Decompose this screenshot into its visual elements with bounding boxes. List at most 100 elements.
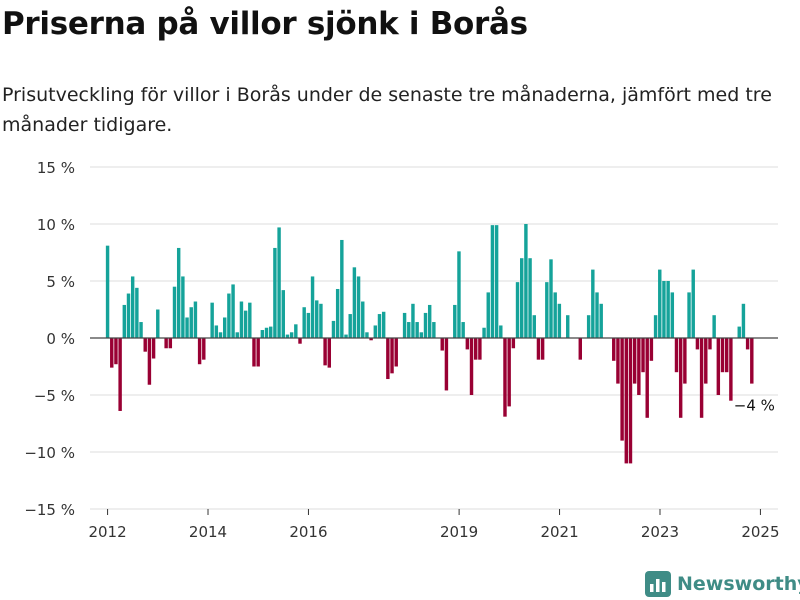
bar [243, 310, 248, 338]
bar [281, 290, 285, 338]
bar [197, 338, 202, 365]
bar [193, 301, 198, 338]
bar [285, 334, 290, 338]
bar [737, 326, 741, 338]
bar [628, 338, 633, 464]
bar [260, 330, 265, 338]
bar [239, 301, 244, 338]
x-tick-label: 2012 [88, 523, 126, 541]
bar [289, 332, 294, 338]
bar [469, 338, 474, 395]
bar [653, 315, 658, 338]
bar [181, 276, 185, 338]
bar [381, 311, 386, 338]
bar [687, 292, 691, 338]
bar [440, 338, 444, 351]
bar [741, 303, 746, 338]
y-tick-label: 10 % [37, 216, 75, 234]
bar [557, 303, 562, 338]
bar [532, 315, 536, 338]
x-tick-label: 2021 [540, 523, 578, 541]
bar [524, 224, 528, 338]
bar [310, 276, 315, 338]
brand-logo: Newsworthy [645, 570, 800, 598]
bar [670, 292, 675, 338]
bar [415, 322, 419, 338]
bar [549, 259, 553, 338]
bar [335, 288, 340, 338]
x-tick-label: 2019 [440, 523, 478, 541]
bar [720, 338, 725, 373]
bar [377, 314, 382, 338]
bar [277, 227, 281, 338]
y-tick-label: −15 % [24, 501, 75, 519]
bar [704, 338, 708, 384]
bar [641, 338, 645, 373]
bar-chart-logo-icon [645, 571, 671, 597]
bar [486, 292, 490, 338]
bar [699, 338, 704, 418]
bar [386, 338, 390, 380]
bar [110, 338, 114, 368]
bar [373, 325, 378, 338]
bar [536, 338, 541, 360]
bar [227, 293, 231, 338]
bar [302, 307, 306, 338]
bar [453, 304, 457, 338]
bar [461, 322, 465, 338]
bar [394, 338, 398, 367]
bar [511, 338, 516, 349]
bar [218, 332, 223, 338]
bar [264, 327, 269, 338]
bar [478, 338, 482, 360]
bar [210, 302, 214, 338]
bar [118, 338, 122, 411]
bar [566, 315, 570, 338]
bar [143, 338, 147, 352]
bar [612, 338, 616, 361]
bar [678, 338, 683, 418]
bar [130, 276, 135, 338]
bar [172, 286, 177, 338]
bar [319, 303, 323, 338]
bar [729, 338, 733, 401]
bar [658, 269, 662, 338]
bar [248, 302, 252, 338]
bar [666, 281, 670, 338]
bar [708, 338, 712, 350]
bar [507, 338, 511, 407]
bar [151, 338, 156, 359]
bar [348, 314, 352, 338]
bar [553, 292, 557, 338]
bar [327, 338, 332, 368]
bar [269, 326, 273, 338]
bar [294, 324, 298, 338]
bar [365, 332, 369, 338]
bar [214, 325, 219, 338]
bar [595, 292, 599, 338]
bar [499, 325, 503, 338]
bar [649, 338, 654, 361]
y-tick-label: −5 % [34, 387, 75, 405]
bar [105, 245, 110, 338]
bar [189, 307, 193, 338]
bar [674, 338, 679, 373]
bar [750, 338, 754, 384]
bar [352, 267, 357, 338]
x-tick-label: 2025 [741, 523, 779, 541]
bar [390, 338, 394, 374]
y-tick-label: 0 % [46, 330, 75, 348]
bar [724, 338, 729, 373]
bar [444, 338, 449, 391]
bar [323, 338, 327, 366]
bar [432, 322, 436, 338]
bar [632, 338, 637, 384]
bar [147, 338, 152, 385]
bar [361, 301, 365, 338]
bar [712, 315, 716, 338]
bar [402, 312, 407, 338]
bar [745, 338, 750, 350]
bar [411, 303, 415, 338]
bar [176, 247, 181, 338]
bar [473, 338, 478, 360]
